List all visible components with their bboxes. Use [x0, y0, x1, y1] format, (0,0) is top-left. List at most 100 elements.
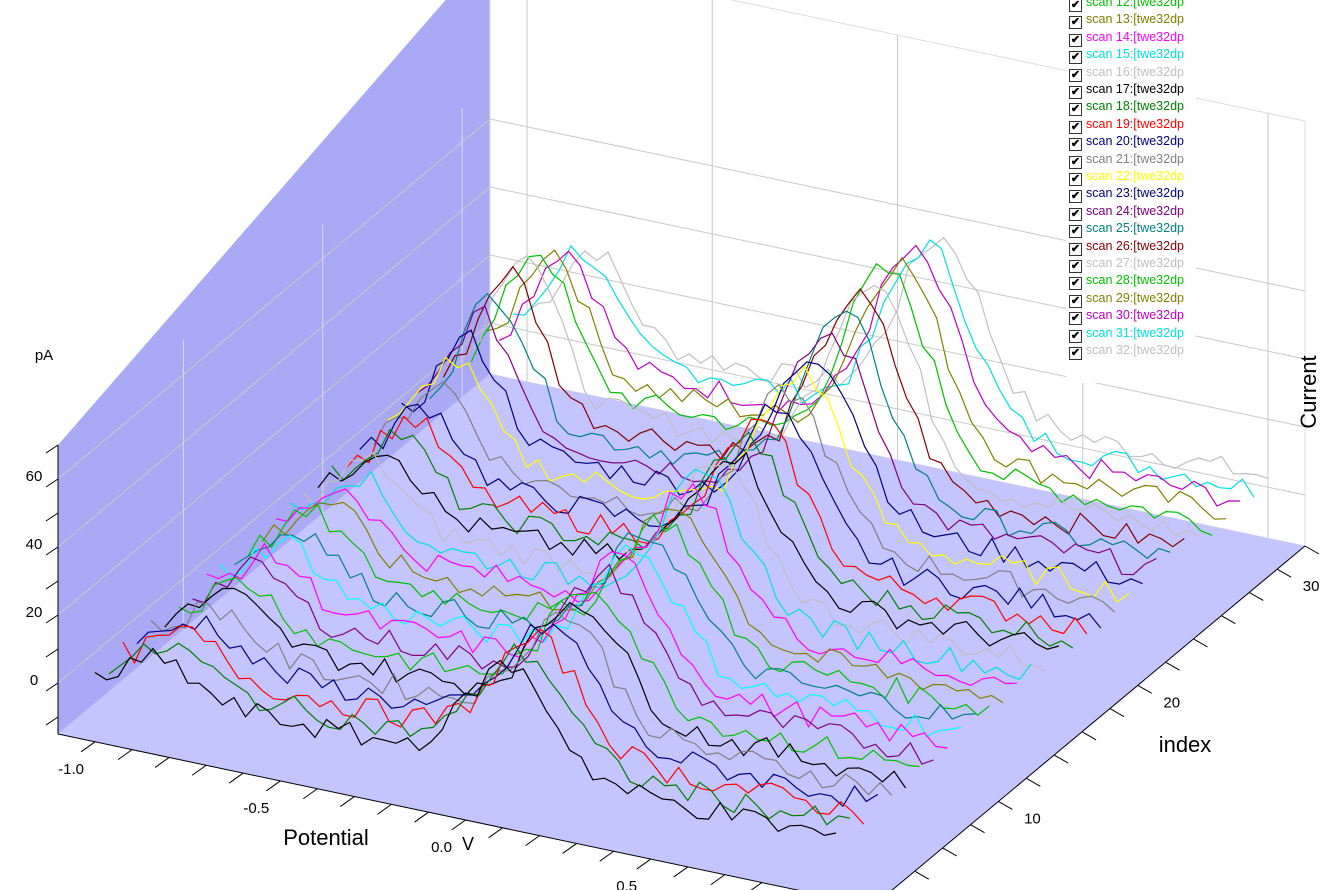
legend-checkbox[interactable]: ✔ — [1069, 173, 1082, 186]
series-line-scan-29 — [485, 249, 1227, 520]
legend-item-scan-27[interactable]: ✔ scan 27:[twe32dp — [1069, 255, 1184, 273]
legend-item-scan-31[interactable]: ✔ scan 31:[twe32dp — [1069, 325, 1184, 343]
current-tick — [45, 546, 59, 556]
current-tick-label: 0 — [30, 672, 38, 689]
floor — [58, 374, 1305, 890]
current-unit: pA — [35, 347, 53, 364]
legend-item-scan-15[interactable]: ✔ scan 15:[twe32dp — [1069, 46, 1184, 65]
current-tick — [45, 512, 59, 522]
series-line-scan-25 — [429, 292, 1171, 560]
current-tick — [45, 444, 59, 454]
index-tick — [1193, 638, 1208, 648]
legend-item-scan-17[interactable]: ✔ scan 17:[twe32dp — [1069, 81, 1184, 99]
current-tick — [45, 580, 59, 590]
potential-tick — [599, 850, 614, 862]
series-line-scan-23 — [401, 329, 1143, 585]
series-line-scan-14 — [276, 482, 1018, 687]
index-tick — [1081, 731, 1097, 741]
current-tick-label: 60 — [26, 468, 43, 485]
index-axis-line — [891, 545, 1306, 890]
potential-tick — [377, 803, 392, 815]
series-line-scan-17 — [317, 451, 1060, 650]
legend-item-scan-20[interactable]: ✔ scan 20:[twe32dp — [1069, 133, 1184, 152]
legend-label: scan 13:[twe32dp — [1086, 12, 1184, 27]
legend-checkbox[interactable]: ✔ — [1069, 242, 1082, 256]
index-tick — [1304, 545, 1320, 555]
legend-item-scan-25[interactable]: ✔ scan 25:[twe32dp — [1069, 220, 1184, 239]
series-line-scan-7 — [178, 577, 920, 768]
legend-item-scan-23[interactable]: ✔ scan 23:[twe32dp — [1069, 185, 1184, 204]
legend-checkbox[interactable]: ✔ — [1069, 138, 1082, 152]
legend-checkbox[interactable]: ✔ — [1069, 103, 1082, 117]
legend-item-scan-30[interactable]: ✔ scan 30:[twe32dp — [1069, 307, 1184, 326]
index-tick — [1249, 592, 1264, 601]
legend-item-scan-21[interactable]: ✔ scan 21:[twe32dp — [1069, 151, 1184, 169]
series-line-scan-31 — [513, 239, 1255, 498]
legend-item-scan-22[interactable]: ✔ scan 22:[twe32dp — [1069, 168, 1184, 186]
legend-item-scan-29[interactable]: ✔ scan 29:[twe32dp — [1069, 290, 1184, 308]
legend-label: scan 22:[twe32dp — [1086, 169, 1184, 183]
potential-tick — [525, 835, 540, 847]
index-tick — [1026, 777, 1041, 787]
potential-tick — [191, 764, 207, 776]
legend-checkbox[interactable]: ✔ — [1069, 0, 1082, 12]
potential-tick — [154, 757, 170, 768]
series-legend[interactable]: ✔ scan 12:[twe32dp ✔ scan 13:[twe32dp ✔ scan … — [1066, 0, 1196, 383]
legend-checkbox[interactable]: ✔ — [1069, 68, 1082, 82]
legend-item-scan-16[interactable]: ✔ scan 16:[twe32dp — [1069, 64, 1184, 82]
series-line-scan-12 — [247, 503, 990, 716]
legend-item-scan-32[interactable]: ✔ scan 32:[twe32dp — [1069, 342, 1184, 360]
legend-label: scan 18:[twe32dp — [1086, 99, 1184, 114]
legend-item-scan-28[interactable]: ✔ scan 28:[twe32dp — [1069, 272, 1184, 291]
potential-tick — [710, 874, 726, 886]
legend-checkbox[interactable]: ✔ — [1069, 260, 1082, 273]
legend-checkbox[interactable]: ✔ — [1069, 225, 1082, 239]
legend-label: scan 24:[twe32dp — [1086, 203, 1184, 218]
legend-label: scan 20:[twe32dp — [1086, 134, 1184, 149]
series-line-scan-18 — [331, 428, 1074, 649]
legend-checkbox[interactable]: ✔ — [1069, 312, 1082, 326]
legend-item-scan-26[interactable]: ✔ scan 26:[twe32dp — [1069, 238, 1184, 256]
legend-label: scan 29:[twe32dp — [1086, 290, 1184, 305]
legend-checkbox[interactable]: ✔ — [1069, 33, 1082, 47]
current-tick — [45, 478, 59, 488]
legend-checkbox[interactable]: ✔ — [1069, 16, 1082, 30]
legend-item-scan-18[interactable]: ✔ scan 18:[twe32dp — [1069, 98, 1184, 117]
legend-item-scan-12[interactable]: ✔ scan 12:[twe32dp — [1069, 0, 1184, 12]
potential-tick — [303, 788, 318, 800]
legend-label: scan 15:[twe32dp — [1086, 47, 1184, 62]
legend-checkbox[interactable]: ✔ — [1069, 86, 1082, 99]
grid-line-z — [57, 118, 1306, 480]
legend-checkbox[interactable]: ✔ — [1069, 190, 1082, 204]
potential-unit: V — [462, 834, 474, 854]
index-tick — [942, 847, 957, 857]
legend-checkbox[interactable]: ✔ — [1069, 155, 1082, 169]
legend-checkbox[interactable]: ✔ — [1069, 120, 1082, 134]
potential-tick — [228, 772, 244, 784]
legend-label: scan 30:[twe32dp — [1086, 308, 1184, 323]
legend-item-scan-13[interactable]: ✔ scan 13:[twe32dp — [1069, 11, 1184, 30]
legend-checkbox[interactable]: ✔ — [1069, 51, 1082, 65]
legend-item-scan-19[interactable]: ✔ scan 19:[twe32dp — [1069, 116, 1184, 134]
legend-checkbox[interactable]: ✔ — [1069, 207, 1082, 221]
legend-label: scan 27:[twe32dp — [1086, 256, 1184, 270]
index-tick-label: 10 — [1024, 810, 1041, 827]
legend-checkbox[interactable]: ✔ — [1069, 347, 1082, 360]
index-tick — [1109, 708, 1125, 718]
series-line-scan-11 — [234, 532, 976, 720]
potential-tick — [451, 819, 466, 831]
potential-tick-label: -1.0 — [58, 761, 84, 778]
potential-tick-label: 0.5 — [616, 878, 637, 890]
index-tick-label: 20 — [1163, 694, 1180, 711]
legend-label: scan 16:[twe32dp — [1086, 64, 1184, 79]
potential-tick-label: -0.5 — [243, 800, 269, 817]
index-tick — [998, 801, 1013, 810]
current-tick-label: 40 — [26, 536, 43, 553]
grid-line-z — [57, 186, 1306, 548]
legend-checkbox[interactable]: ✔ — [1069, 277, 1082, 291]
legend-item-scan-14[interactable]: ✔ scan 14:[twe32dp — [1069, 29, 1184, 47]
legend-item-scan-24[interactable]: ✔ scan 24:[twe32dp — [1069, 203, 1184, 221]
legend-checkbox[interactable]: ✔ — [1069, 329, 1082, 343]
legend-checkbox[interactable]: ✔ — [1069, 294, 1082, 308]
